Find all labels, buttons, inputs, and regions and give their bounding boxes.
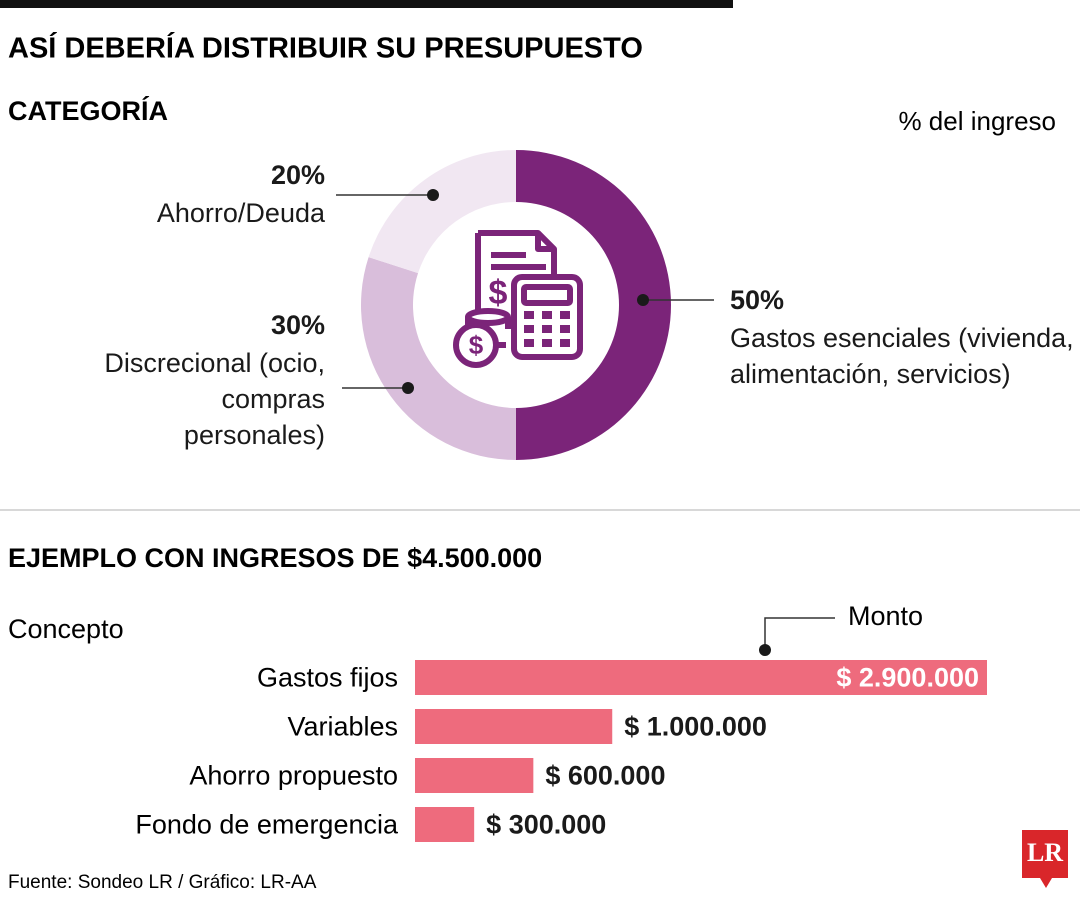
chart-subtitle: % del ingreso <box>898 106 1056 136</box>
y-tick-label: Ahorro propuesto <box>189 761 398 791</box>
donut-slice <box>516 150 671 460</box>
x-axis-label: Monto <box>848 601 923 631</box>
chart-title: EJEMPLO CON INGRESOS DE $4.500.000 <box>8 543 542 573</box>
chart-title: CATEGORÍA <box>8 95 168 126</box>
bar <box>415 807 475 842</box>
bar <box>415 758 534 793</box>
donut-slice <box>368 150 516 274</box>
leader-dots <box>402 189 771 656</box>
category-label: Gastos esenciales (vivienda, alimentació… <box>730 323 1074 389</box>
top-rule <box>0 0 733 8</box>
page-title: ASÍ DEBERÍA DISTRIBUIR SU PRESUPUESTO <box>8 31 643 65</box>
y-tick-label: Variables <box>287 712 398 742</box>
source: Fuente: Sondeo LR / Gráfico: LR-AA <box>8 872 317 893</box>
bars: Gastos fijos $ 2.900.000 Variables $ 1.000.… <box>135 660 987 842</box>
bar <box>415 709 613 744</box>
bar <box>415 660 987 695</box>
logo: LR <box>1027 838 1063 867</box>
value-label: $ 2.900.000 <box>836 663 979 693</box>
category-label: Ahorro/Deuda <box>156 198 325 228</box>
y-tick-label: Gastos fijos <box>257 663 398 693</box>
category-label: Discrecional (ocio, compras personales) <box>104 348 325 450</box>
y-tick-label: Fondo de emergencia <box>135 810 399 840</box>
y-axis-label: Concepto <box>8 614 124 644</box>
budget-icon: $ $ <box>453 230 583 368</box>
value-label: 50% <box>730 285 785 315</box>
icon-dollar: $ <box>489 274 508 312</box>
value-label: $ 600.000 <box>545 761 665 791</box>
value-label: 30% <box>270 310 325 340</box>
donut-slice <box>361 257 516 460</box>
logo-bg <box>1022 830 1068 888</box>
value-label: $ 300.000 <box>486 810 606 840</box>
value-label: $ 1.000.000 <box>624 712 767 742</box>
value-label: 20% <box>270 160 325 190</box>
donut <box>361 150 671 460</box>
icon-coin: $ <box>469 330 484 360</box>
leaders <box>336 194 835 650</box>
